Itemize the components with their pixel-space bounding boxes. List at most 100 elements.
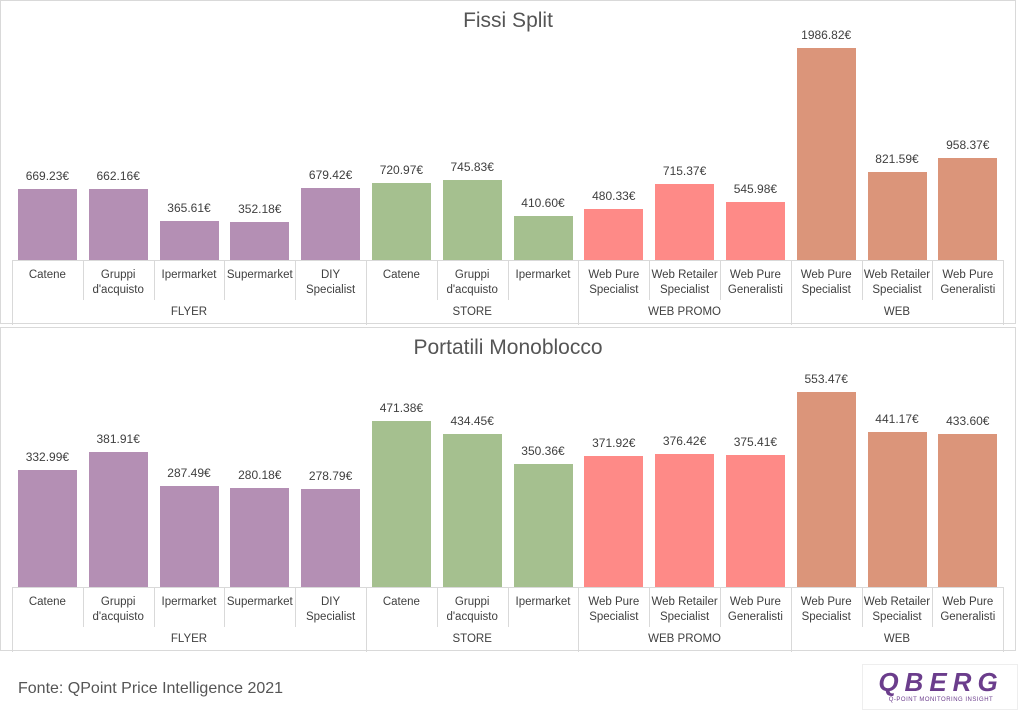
group-divider xyxy=(578,587,580,652)
group-label: WEB xyxy=(883,306,911,318)
value-label: 553.47€ xyxy=(804,372,848,386)
category-divider xyxy=(295,587,297,627)
bar xyxy=(655,183,715,260)
value-label: 720.97€ xyxy=(379,163,424,178)
group-divider xyxy=(1003,587,1005,652)
bar xyxy=(867,172,927,260)
bar xyxy=(584,208,644,260)
category-divider xyxy=(720,260,721,300)
bar xyxy=(17,469,77,587)
category-divider xyxy=(295,260,297,300)
category-label: Web Pure Specialist xyxy=(588,596,640,623)
logo-name: QBERG xyxy=(878,667,1004,697)
category-divider xyxy=(720,587,721,627)
value-label: 352.18€ xyxy=(238,202,282,217)
value-label: 287.49€ xyxy=(167,465,211,480)
bar xyxy=(725,201,785,260)
bar xyxy=(796,392,856,587)
group-divider xyxy=(578,260,580,325)
bar xyxy=(301,187,361,260)
value-label: 278.79€ xyxy=(308,468,353,483)
group-divider xyxy=(12,260,13,325)
group-divider xyxy=(790,587,792,652)
category-label: Supermarket xyxy=(226,596,293,608)
group-divider xyxy=(12,587,13,652)
category-divider xyxy=(82,587,84,627)
category-divider xyxy=(436,587,438,627)
value-label: 365.61€ xyxy=(167,200,211,215)
bar xyxy=(371,183,431,260)
group-label: WEB xyxy=(883,633,911,645)
value-label: 662.16€ xyxy=(96,169,140,184)
category-divider xyxy=(649,260,651,300)
category-label: Gruppi d'acquisto xyxy=(92,596,144,623)
category-label: Catene xyxy=(382,596,420,608)
category-divider xyxy=(436,260,438,300)
value-label: 375.41€ xyxy=(733,434,778,449)
category-label: DIY Specialist xyxy=(305,596,356,623)
bar xyxy=(584,455,644,587)
category-divider xyxy=(507,587,509,627)
category-label: Ipermarket xyxy=(515,269,571,281)
chart-title: Fissi Split xyxy=(463,9,553,32)
category-divider xyxy=(507,260,509,300)
value-label: 545.98€ xyxy=(733,181,778,196)
category-label: Ipermarket xyxy=(161,596,217,608)
category-label: DIY Specialist xyxy=(305,269,356,296)
bar xyxy=(796,48,856,260)
category-label: Web Pure Specialist xyxy=(588,269,640,296)
group-label: STORE xyxy=(452,633,492,645)
bar xyxy=(867,431,927,587)
category-label: Web Pure Specialist xyxy=(800,596,852,623)
bar xyxy=(230,488,290,587)
bar xyxy=(371,420,431,587)
logo-tagline: Q-POINT MONITORING INSIGHT xyxy=(888,697,994,703)
bar xyxy=(513,463,573,587)
category-label: Web Retailer Specialist xyxy=(863,269,931,296)
logo: QBERG Q-POINT MONITORING INSIGHT xyxy=(862,664,1018,710)
category-label: Catene xyxy=(28,269,66,281)
bar xyxy=(442,433,502,587)
category-label: Web Retailer Specialist xyxy=(651,269,718,296)
category-divider xyxy=(153,587,155,627)
category-label: Web Pure Generalisti xyxy=(940,596,996,623)
category-divider xyxy=(82,260,84,300)
value-label: 332.99€ xyxy=(25,449,70,464)
value-label: 410.60€ xyxy=(521,196,565,211)
category-divider xyxy=(649,587,651,627)
category-label: Web Retailer Specialist xyxy=(863,596,931,623)
value-label: 433.60€ xyxy=(946,414,990,429)
category-divider xyxy=(932,587,934,627)
group-label: FLYER xyxy=(170,633,208,645)
panel xyxy=(0,327,1016,651)
group-label: FLYER xyxy=(170,306,208,318)
category-label: Ipermarket xyxy=(515,596,571,608)
category-label: Catene xyxy=(382,269,420,281)
group-divider xyxy=(790,260,792,325)
value-label: 480.33€ xyxy=(592,188,636,203)
bar xyxy=(159,485,219,587)
value-label: 821.59€ xyxy=(875,152,919,167)
category-label: Web Pure Specialist xyxy=(800,269,852,296)
bar xyxy=(513,216,573,260)
category-divider xyxy=(861,587,863,627)
bar xyxy=(938,157,998,260)
value-label: 679.42€ xyxy=(308,167,353,182)
value-label: 434.45€ xyxy=(450,413,494,428)
category-label: Gruppi d'acquisto xyxy=(446,269,498,296)
bar xyxy=(17,188,77,260)
bar xyxy=(88,452,148,587)
value-label: 350.36€ xyxy=(521,443,565,458)
panel xyxy=(0,0,1016,324)
value-label: 280.18€ xyxy=(238,468,282,483)
category-label: Gruppi d'acquisto xyxy=(446,596,498,623)
group-divider xyxy=(366,260,367,325)
bar xyxy=(442,180,502,260)
value-label: 669.23€ xyxy=(25,168,70,183)
group-divider xyxy=(1003,260,1005,325)
category-label: Web Retailer Specialist xyxy=(651,596,718,623)
category-label: Catene xyxy=(28,596,66,608)
bar xyxy=(159,220,219,260)
